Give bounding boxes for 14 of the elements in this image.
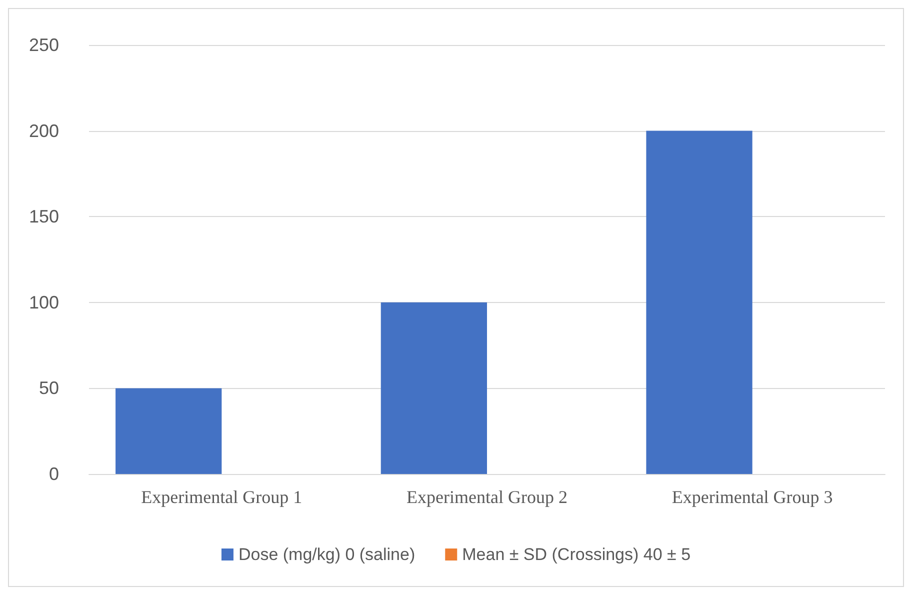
- y-tick-label: 50: [38, 378, 59, 398]
- legend-label: Mean ± SD (Crossings) 40 ± 5: [462, 545, 691, 564]
- x-tick-label: Experimental Group 1: [141, 487, 302, 507]
- y-tick-label: 250: [28, 35, 59, 55]
- bar: [380, 302, 487, 474]
- y-tick-label: 100: [28, 292, 59, 312]
- x-tick-label: Experimental Group 2: [406, 487, 568, 507]
- y-tick-label: 0: [48, 464, 59, 484]
- legend-label: Dose (mg/kg) 0 (saline): [238, 545, 416, 564]
- bar: [116, 388, 222, 474]
- y-tick-label: 150: [28, 206, 59, 227]
- bar: [646, 130, 752, 474]
- y-tick-label: 200: [28, 120, 59, 141]
- x-tick-label: Experimental Group 3: [672, 487, 833, 507]
